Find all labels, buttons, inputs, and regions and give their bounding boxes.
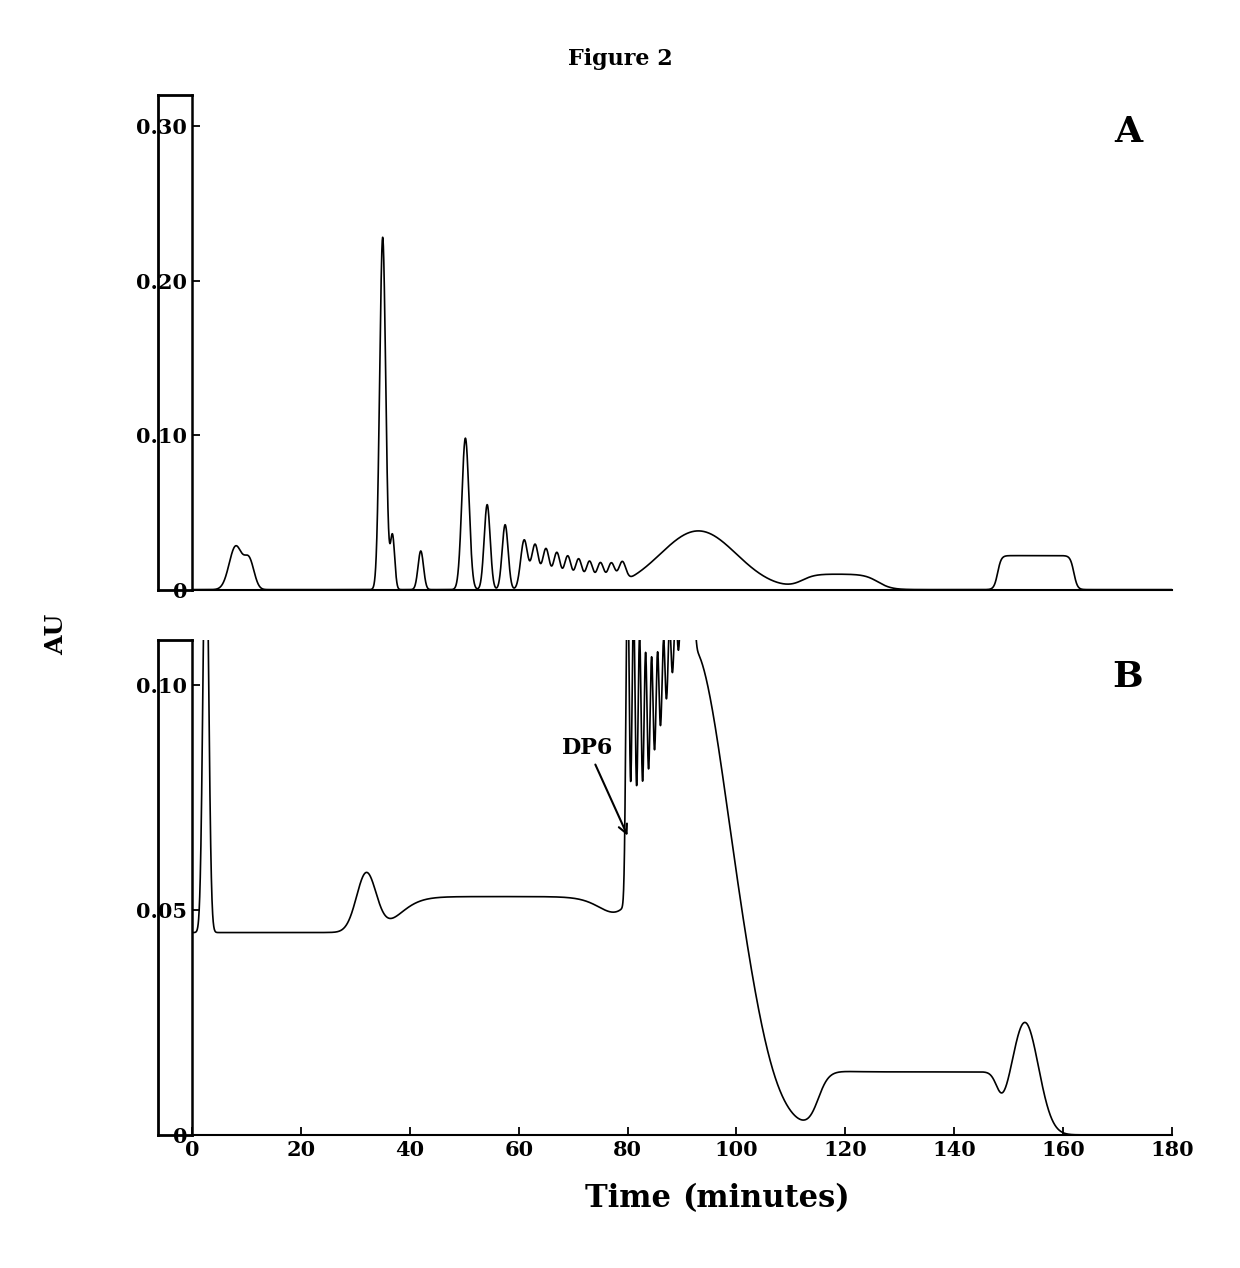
Text: B: B [1112,661,1142,694]
Text: A: A [1115,115,1142,148]
Text: DP6: DP6 [562,737,627,833]
Text: AU: AU [43,614,68,654]
Text: Figure 2: Figure 2 [568,48,672,70]
Text: Time: Time [585,1183,682,1213]
Text: (minutes): (minutes) [682,1183,849,1213]
